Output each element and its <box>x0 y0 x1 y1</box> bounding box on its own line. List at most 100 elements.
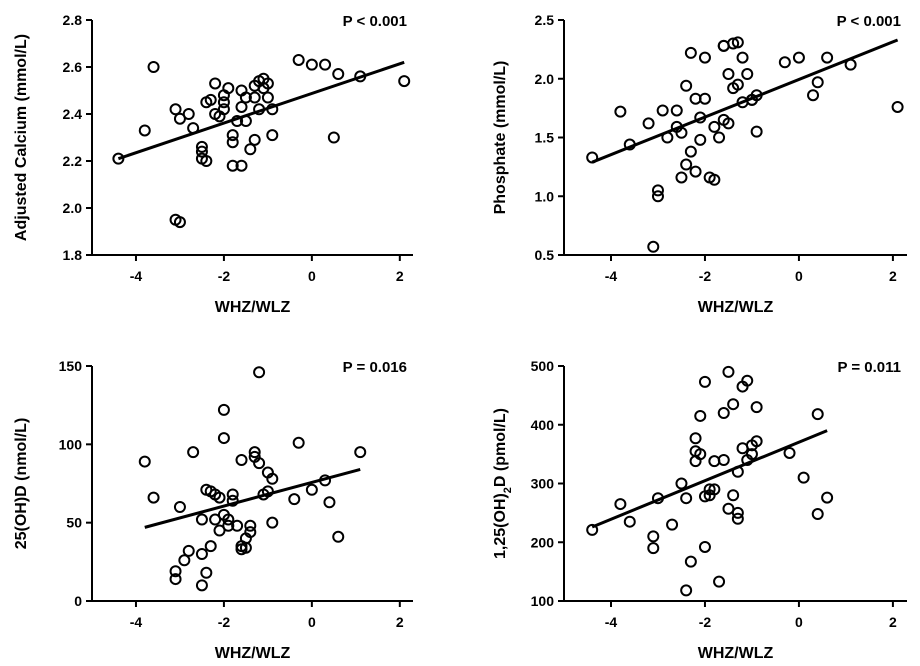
data-point <box>235 540 248 553</box>
data-point <box>261 485 274 498</box>
data-point <box>698 540 711 553</box>
x-tick-label: -2 <box>218 268 231 284</box>
data-point <box>253 103 266 116</box>
data-point <box>708 483 721 496</box>
data-point <box>614 498 627 511</box>
data-point <box>741 374 754 387</box>
data-point <box>217 403 230 416</box>
data-point <box>656 104 669 117</box>
data-point <box>204 540 217 553</box>
x-tick-label: 0 <box>795 614 803 630</box>
x-tick-label: 2 <box>396 614 404 630</box>
data-point <box>112 152 125 165</box>
data-point <box>731 512 744 525</box>
y-tick-label: 2.0 <box>63 200 83 216</box>
data-point <box>713 575 726 588</box>
data-point <box>750 89 763 102</box>
x-tick-label: -2 <box>218 614 231 630</box>
data-point <box>354 70 367 83</box>
y-tick-label: 150 <box>59 358 83 374</box>
data-point <box>623 138 636 151</box>
data-point <box>750 435 763 448</box>
y-tick-label: 500 <box>531 358 555 374</box>
data-point <box>680 79 693 92</box>
data-point <box>354 446 367 459</box>
data-point <box>182 108 195 120</box>
data-point <box>169 103 182 116</box>
x-tick-label: -2 <box>699 268 712 284</box>
y-tick-label: 1.8 <box>63 247 83 263</box>
data-point <box>288 493 301 506</box>
y-tick-label: 300 <box>531 476 555 492</box>
data-point <box>698 375 711 388</box>
data-point <box>745 448 758 461</box>
data-point <box>666 518 679 531</box>
data-point <box>722 117 735 130</box>
data-point <box>670 120 683 133</box>
x-axis-title: WHZ/WLZ <box>215 645 291 662</box>
regression-line <box>117 60 405 161</box>
y-tick-label: 2.4 <box>63 106 83 122</box>
data-point <box>244 519 257 532</box>
data-point <box>195 145 208 158</box>
data-point <box>708 120 721 133</box>
data-point <box>680 584 693 597</box>
data-point <box>204 93 217 106</box>
y-tick-label: 0.5 <box>535 247 555 263</box>
data-point <box>689 432 702 445</box>
data-point <box>261 91 274 104</box>
data-point <box>147 61 160 73</box>
data-point <box>169 565 182 578</box>
x-tick-label: 2 <box>889 614 897 630</box>
data-point <box>698 51 711 64</box>
chart-panel-2: 0.5 1.0 1.5 2.0 2.5 -4 -2 0 2 WHZ/WLZ Phosphate (m… <box>492 12 907 316</box>
data-point <box>647 240 660 253</box>
data-point <box>722 502 735 515</box>
data-point <box>741 68 754 81</box>
data-point <box>713 131 726 144</box>
data-point <box>651 492 664 505</box>
chart-panel-3: 0 50 100 150 -4 -2 0 2 WHZ/WLZ 25(OH)D (nmol/L) P … <box>13 358 413 662</box>
data-point <box>698 92 711 105</box>
y-tick-label: 2.5 <box>535 12 555 28</box>
data-point <box>647 542 660 555</box>
data-point <box>327 131 340 144</box>
data-point <box>195 513 208 526</box>
x-tick-label: 2 <box>889 268 897 284</box>
data-point <box>305 58 318 71</box>
data-point <box>266 103 279 116</box>
data-point <box>731 36 744 49</box>
data-point <box>614 105 627 118</box>
data-point <box>778 56 791 69</box>
data-point <box>178 554 191 567</box>
data-point <box>226 136 239 149</box>
data-point <box>727 489 740 502</box>
data-point <box>811 408 824 421</box>
data-point <box>703 483 716 496</box>
data-point <box>689 165 702 178</box>
y-tick-label: 0 <box>74 593 82 609</box>
data-point <box>147 491 160 504</box>
data-point <box>217 432 230 445</box>
data-point <box>647 530 660 543</box>
data-point <box>684 555 697 568</box>
data-point <box>195 548 208 560</box>
y-axis-title: Adjusted Calcium (mmol/L) <box>13 34 30 241</box>
y-tick-label: 2.2 <box>63 153 83 169</box>
data-point <box>266 129 279 142</box>
y-tick-label: 100 <box>59 436 83 452</box>
data-point <box>213 491 226 504</box>
data-point <box>670 104 683 117</box>
y-tick-label: 400 <box>531 417 555 433</box>
y-tick-label: 50 <box>66 515 82 531</box>
data-point <box>797 471 810 484</box>
data-point <box>266 472 279 485</box>
data-point <box>222 513 235 526</box>
data-point <box>239 91 252 104</box>
data-point <box>675 171 688 184</box>
data-point <box>694 409 707 422</box>
x-tick-label: -4 <box>605 614 618 630</box>
x-tick-label: -4 <box>605 268 618 284</box>
data-point <box>750 125 763 138</box>
